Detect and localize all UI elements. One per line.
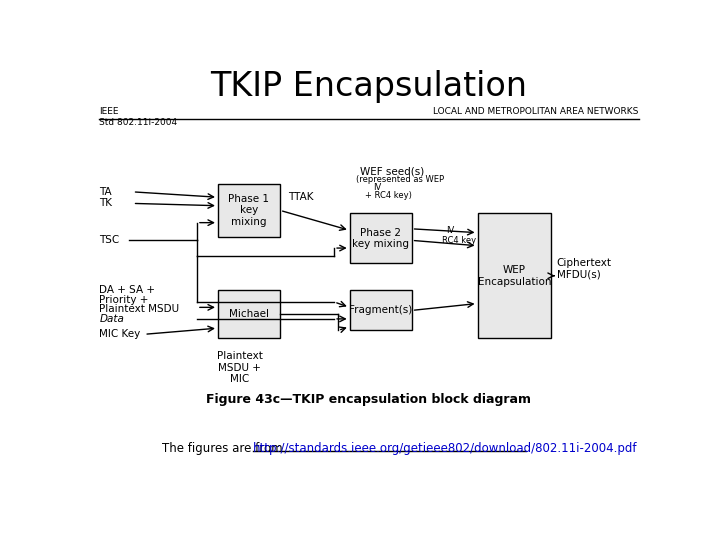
- Text: RC4 key: RC4 key: [442, 236, 476, 245]
- Text: WEF seed(s): WEF seed(s): [360, 166, 424, 176]
- Text: TA: TA: [99, 187, 112, 197]
- Text: Ciphertext
MFDU(s): Ciphertext MFDU(s): [557, 258, 611, 280]
- Text: Phase 2
key mixing: Phase 2 key mixing: [352, 228, 409, 249]
- Bar: [350, 291, 412, 330]
- Bar: [218, 291, 280, 338]
- Text: The figures are from: The figures are from: [162, 442, 283, 455]
- Text: TK: TK: [99, 198, 112, 208]
- Text: Plaintext MSDU: Plaintext MSDU: [99, 304, 179, 314]
- Text: (represented as WEP: (represented as WEP: [356, 175, 444, 184]
- Text: IV: IV: [373, 184, 381, 192]
- Text: Fragment(s): Fragment(s): [349, 306, 413, 315]
- Bar: [218, 184, 280, 237]
- Text: http://standards.ieee.org/getieee802/download/802.11i-2004.pdf: http://standards.ieee.org/getieee802/dow…: [253, 442, 637, 455]
- Text: Michael: Michael: [229, 309, 269, 319]
- Text: TKIP Encapsulation: TKIP Encapsulation: [210, 70, 528, 103]
- Text: Data: Data: [99, 314, 124, 324]
- Text: Plaintext
MSDU +
MIC: Plaintext MSDU + MIC: [217, 351, 263, 384]
- Text: Figure 43c—TKIP encapsulation block diagram: Figure 43c—TKIP encapsulation block diag…: [207, 393, 531, 406]
- Text: WEP
Encapsulation: WEP Encapsulation: [477, 265, 551, 287]
- Text: LOCAL AND METROPOLITAN AREA NETWORKS: LOCAL AND METROPOLITAN AREA NETWORKS: [433, 107, 639, 116]
- Text: Priority +: Priority +: [99, 295, 148, 305]
- Bar: [477, 213, 551, 338]
- Text: TSC: TSC: [99, 235, 120, 245]
- Text: + RC4 key): + RC4 key): [365, 191, 412, 200]
- Text: IV: IV: [446, 226, 455, 235]
- Text: DA + SA +: DA + SA +: [99, 286, 156, 295]
- Text: IEEE
Std 802.11i-2004: IEEE Std 802.11i-2004: [99, 107, 177, 126]
- Text: MIC Key: MIC Key: [99, 329, 140, 339]
- Text: Phase 1
key
mixing: Phase 1 key mixing: [228, 194, 269, 227]
- Bar: [350, 213, 412, 264]
- Text: TTAK: TTAK: [287, 192, 313, 202]
